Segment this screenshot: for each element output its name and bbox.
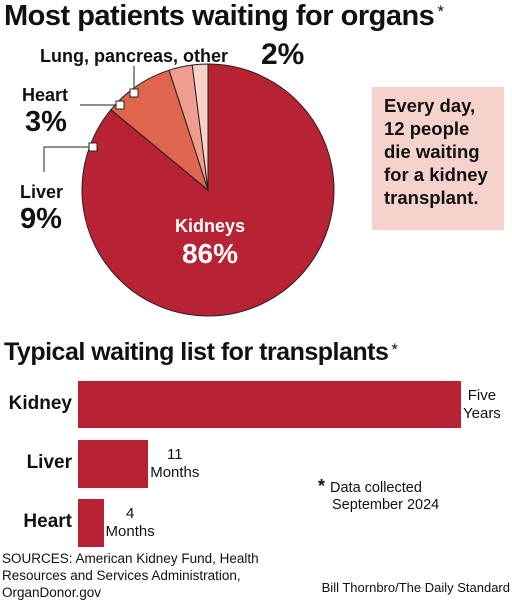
pie-label-heart: Heart	[22, 85, 68, 105]
leader-marker-heart	[115, 100, 125, 110]
credit-text: Bill Thornbro/The Daily Standard	[321, 580, 510, 595]
bar-label-liver: Liver	[26, 452, 72, 473]
bar-kidney	[78, 381, 461, 428]
note-asterisk: *	[318, 476, 326, 496]
bar-label-kidney: Kidney	[8, 392, 72, 414]
leader-marker-liver	[88, 142, 98, 152]
pie-value-heart: 3%	[25, 106, 67, 138]
pie-value-liver: 9%	[20, 203, 62, 235]
kidney-death-callout: Every day, 12 people die waiting for a k…	[372, 87, 504, 230]
bar-value-line: Months	[150, 464, 200, 481]
pie-slice-lung	[191, 63, 209, 191]
pie-label-liver: Liver	[20, 182, 63, 202]
data-note: * Data collected September 2024	[318, 476, 440, 514]
bar-value-liver: 11 Months	[150, 446, 199, 482]
bar-chart-title: Typical waiting list for transplants *	[4, 338, 398, 366]
bar-value-line: Years	[463, 405, 501, 422]
bar-value-line: Five	[467, 387, 497, 404]
pie-chart-title: Most patients waiting for organs *	[4, 0, 444, 32]
pie-label-other: Lung, pancreas, other	[40, 46, 228, 66]
pie-value-kidneys: 86%	[182, 238, 238, 269]
bar-label-heart: Heart	[23, 511, 72, 532]
bar-value-heart: 4 Months	[106, 505, 155, 541]
title-asterisk: *	[391, 340, 398, 359]
bar-value-line: Months	[105, 523, 155, 540]
pie-label-kidneys: Kidneys	[175, 216, 245, 236]
bar-value-kidney: Five Years	[463, 387, 501, 423]
leader-line-liver	[43, 146, 93, 172]
leader-marker-other	[129, 88, 139, 98]
note-line-1: Data collected	[330, 480, 422, 496]
note-line-2: September 2024	[332, 497, 440, 513]
bar-heart	[78, 499, 104, 547]
sources-text: SOURCES: American Kidney Fund, Health Re…	[2, 551, 259, 600]
bar-liver	[78, 440, 149, 488]
title-asterisk: *	[437, 2, 444, 21]
bar-value-line: 11	[167, 446, 183, 463]
bar-value-line: 4	[125, 505, 135, 522]
pie-value-other: 2%	[261, 38, 304, 71]
